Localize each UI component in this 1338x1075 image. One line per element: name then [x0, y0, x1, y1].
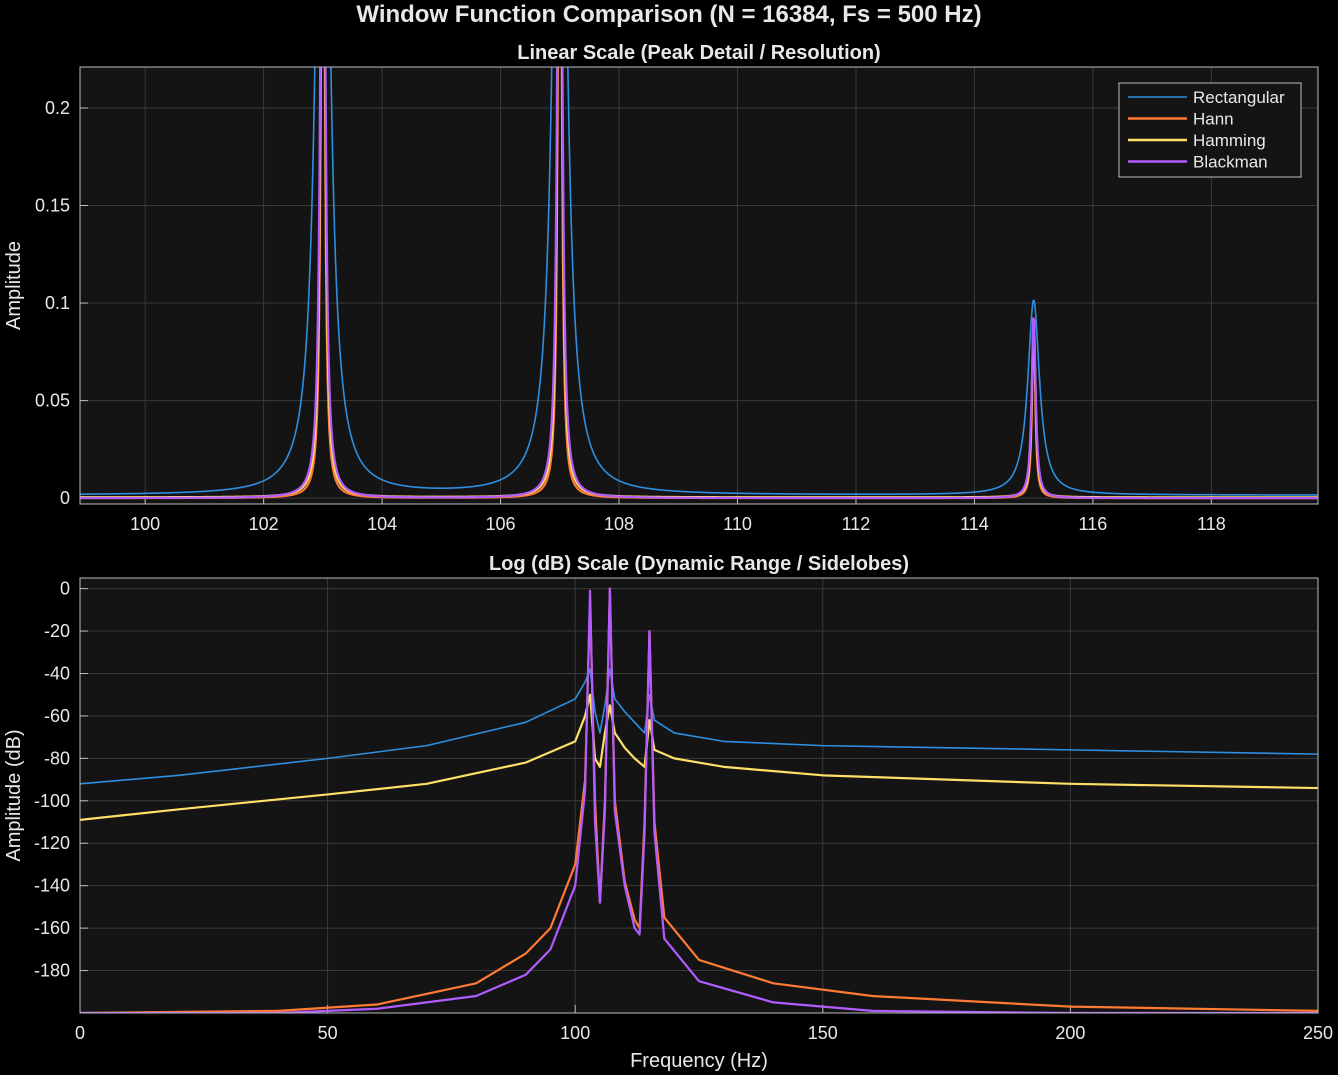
y-tick-label: -100 [34, 791, 70, 811]
y-tick-label: 0.1 [45, 293, 70, 313]
x-tick-label: 104 [367, 514, 397, 534]
series-line-rectangular [80, 668, 1318, 785]
y-axis-label: Amplitude (dB) [3, 729, 25, 861]
x-tick-label: 110 [723, 514, 752, 534]
x-tick-label: 100 [130, 514, 160, 534]
x-tick-label: 250 [1303, 1023, 1333, 1043]
y-tick-label: -140 [34, 876, 70, 896]
x-tick-label: 102 [249, 514, 279, 534]
legend: Rectangular Hann Hamming Blackman [1118, 82, 1302, 178]
x-tick-label: 108 [604, 514, 634, 534]
x-tick-label: 112 [842, 514, 871, 534]
x-tick-label: 114 [960, 514, 989, 534]
y-tick-label: -40 [44, 663, 70, 683]
series-line-blackman [80, 587, 1318, 1013]
y-tick-label: -60 [44, 706, 70, 726]
x-tick-label: 116 [1079, 514, 1108, 534]
series-line-blackman [80, 67, 1318, 500]
legend-entry: Rectangular [1193, 88, 1285, 107]
series-line-rectangular [80, 67, 1318, 496]
y-axis-label: Amplitude [3, 241, 25, 330]
y-tick-label: 0.2 [45, 98, 70, 118]
series-line-hamming [80, 693, 1318, 821]
y-tick-label: 0 [60, 488, 70, 508]
x-tick-label: 106 [486, 514, 516, 534]
plot-area [80, 578, 1318, 1013]
legend-entry: Hamming [1193, 131, 1266, 150]
chart-title: Linear Scale (Peak Detail / Resolution) [517, 42, 880, 64]
x-tick-label: 150 [808, 1023, 838, 1043]
x-tick-label: 0 [75, 1023, 85, 1043]
x-tick-label: 100 [560, 1023, 590, 1043]
plot-area [80, 67, 1318, 504]
y-tick-label: 0.05 [35, 391, 70, 411]
x-tick-label: 200 [1055, 1023, 1085, 1043]
y-tick-label: -160 [34, 918, 70, 938]
chart-2: 0 50 100 150 200 250 0 -20 -40 -60 -80 -100 -120 -140… [3, 553, 1333, 1072]
chart-1: 100 102 104 106 108 110 112 114 116 118 0 0.05 0.1 0.… [3, 42, 1319, 534]
y-tick-label: 0.15 [35, 196, 70, 216]
x-tick-label: 118 [1197, 514, 1226, 534]
x-axis-label: Frequency (Hz) [630, 1050, 768, 1072]
y-tick-label: -80 [44, 748, 70, 768]
figure-title: Window Function Comparison (N = 16384, F… [356, 1, 982, 28]
series-group [80, 67, 1318, 500]
axes-border [79, 66, 1319, 505]
axes-border [79, 577, 1319, 1014]
x-tick-label: 50 [318, 1023, 338, 1043]
y-tick-label: -180 [34, 961, 70, 981]
legend-entry: Hann [1193, 110, 1234, 129]
y-tick-label: -120 [34, 833, 70, 853]
chart-title: Log (dB) Scale (Dynamic Range / Sidelobe… [489, 553, 909, 575]
series-group [80, 587, 1318, 1013]
legend-entry: Blackman [1193, 153, 1268, 172]
y-tick-label: 0 [60, 579, 70, 599]
y-tick-label: -20 [44, 621, 70, 641]
